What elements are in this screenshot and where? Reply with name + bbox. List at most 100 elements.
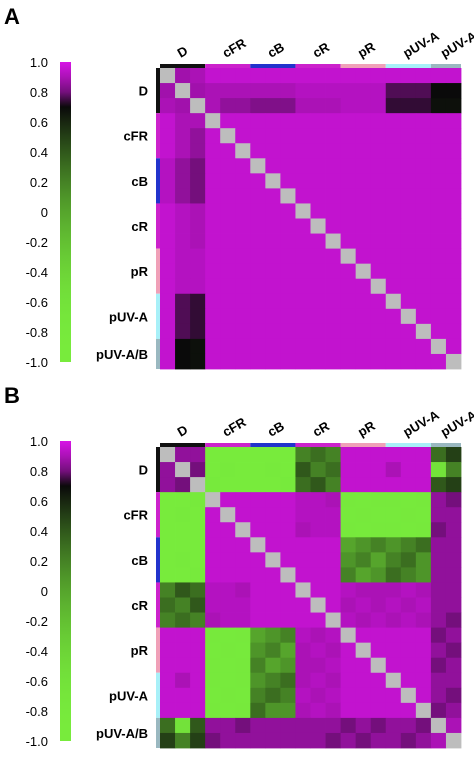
heatmap-cell bbox=[370, 642, 387, 659]
heatmap-cell bbox=[280, 293, 296, 310]
heatmap-cell bbox=[235, 687, 251, 704]
heatmap-cell bbox=[220, 98, 236, 114]
colorbar bbox=[60, 441, 71, 741]
heatmap-cells bbox=[160, 447, 462, 749]
diagonal-cell bbox=[355, 642, 372, 659]
heatmap-cell bbox=[385, 308, 402, 325]
heatmap-cell bbox=[340, 113, 357, 129]
heatmap-cell bbox=[295, 233, 311, 249]
row-label: cR bbox=[131, 219, 148, 234]
row-group-strip bbox=[156, 68, 160, 114]
heatmap-cell bbox=[175, 218, 191, 234]
heatmap-cell bbox=[370, 338, 387, 355]
heatmap-cell bbox=[430, 263, 447, 280]
heatmap-cell bbox=[160, 158, 176, 174]
heatmap-cell bbox=[295, 612, 311, 628]
heatmap-cell bbox=[400, 492, 417, 508]
diagonal-cell bbox=[415, 702, 432, 719]
heatmap-cell bbox=[400, 293, 417, 310]
heatmap-cell bbox=[445, 552, 462, 568]
colorbar-tick-label: -0.6 bbox=[26, 295, 48, 310]
heatmap-cell bbox=[265, 278, 281, 295]
heatmap-cell bbox=[355, 128, 372, 144]
heatmap-cell bbox=[265, 143, 281, 159]
heatmap-cell bbox=[250, 173, 266, 189]
heatmap-cell bbox=[340, 263, 357, 280]
heatmap-cell bbox=[205, 248, 221, 265]
heatmap-cell bbox=[235, 597, 251, 613]
heatmap-cell bbox=[295, 672, 311, 689]
heatmap-cell bbox=[385, 627, 402, 644]
heatmap-b-svg: B 1.0 0.8 0.6 0.4 0.2 0 -0.2 -0.4 -0.6 -0.8 -1.0 D Dc… bbox=[4, 383, 474, 749]
heatmap-cell bbox=[325, 128, 341, 144]
heatmap-cell bbox=[220, 702, 236, 719]
heatmap-cell bbox=[370, 687, 387, 704]
heatmap-cell bbox=[160, 537, 176, 553]
heatmap-cell bbox=[220, 233, 236, 249]
heatmap-cell bbox=[430, 143, 447, 159]
heatmap-cell bbox=[385, 447, 402, 463]
heatmap-cell bbox=[415, 672, 432, 689]
heatmap-cell bbox=[355, 98, 372, 114]
heatmap-cell bbox=[400, 83, 417, 99]
diagonal-cell bbox=[265, 552, 281, 568]
heatmap-cell bbox=[415, 263, 432, 280]
heatmap-cell bbox=[325, 522, 341, 538]
heatmap-cell bbox=[280, 612, 296, 628]
heatmap-cell bbox=[340, 203, 357, 219]
heatmap-cell bbox=[310, 338, 326, 355]
heatmap-cell bbox=[340, 143, 357, 159]
heatmap-cell bbox=[280, 128, 296, 144]
heatmap-cell bbox=[430, 68, 447, 84]
heatmap-cell bbox=[415, 98, 432, 114]
heatmap-cell bbox=[445, 218, 462, 234]
heatmap-cell bbox=[205, 702, 221, 719]
heatmap-cell bbox=[160, 113, 176, 129]
heatmap-cell bbox=[415, 612, 432, 628]
heatmap-cell bbox=[280, 657, 296, 674]
heatmap-cell bbox=[310, 233, 326, 249]
heatmap-cell bbox=[250, 323, 266, 340]
heatmap-cell bbox=[265, 717, 281, 734]
panel-label: A bbox=[4, 4, 20, 29]
heatmap-cell bbox=[220, 83, 236, 99]
heatmap-cell bbox=[400, 233, 417, 249]
heatmap-cell bbox=[325, 687, 341, 704]
heatmap-cell bbox=[355, 83, 372, 99]
diagonal-cell bbox=[430, 338, 447, 355]
colorbar-tick-label: 0.2 bbox=[30, 554, 48, 569]
heatmap-cell bbox=[250, 353, 266, 370]
heatmap-cell bbox=[430, 687, 447, 704]
heatmap-cell bbox=[250, 83, 266, 99]
heatmap-cell bbox=[250, 612, 266, 628]
heatmap-cell bbox=[400, 657, 417, 674]
heatmap-cell bbox=[175, 477, 191, 493]
diagonal-cell bbox=[310, 597, 326, 613]
heatmap-cell bbox=[220, 203, 236, 219]
heatmap-cell bbox=[325, 462, 341, 478]
heatmap-cell bbox=[250, 338, 266, 355]
heatmap-cell bbox=[220, 143, 236, 159]
heatmap-cell bbox=[190, 308, 206, 325]
diagonal-cell bbox=[445, 732, 462, 749]
heatmap-cell bbox=[205, 657, 221, 674]
column-label: D bbox=[175, 43, 191, 61]
heatmap-cell bbox=[385, 218, 402, 234]
heatmap-cell bbox=[235, 657, 251, 674]
heatmap-cell bbox=[235, 492, 251, 508]
heatmap-cell bbox=[265, 113, 281, 129]
heatmap-cell bbox=[445, 128, 462, 144]
heatmap-cell bbox=[250, 128, 266, 144]
heatmap-cell bbox=[220, 293, 236, 310]
heatmap-cell bbox=[235, 308, 251, 325]
heatmap-cell bbox=[355, 188, 372, 204]
heatmap-cell bbox=[415, 462, 432, 478]
heatmap-cell bbox=[280, 233, 296, 249]
heatmap-cell bbox=[160, 173, 176, 189]
heatmap-cell bbox=[160, 462, 176, 478]
heatmap-cell bbox=[190, 462, 206, 478]
heatmap-cell bbox=[370, 128, 387, 144]
row-group-strip bbox=[156, 582, 160, 628]
heatmap-cell bbox=[280, 717, 296, 734]
